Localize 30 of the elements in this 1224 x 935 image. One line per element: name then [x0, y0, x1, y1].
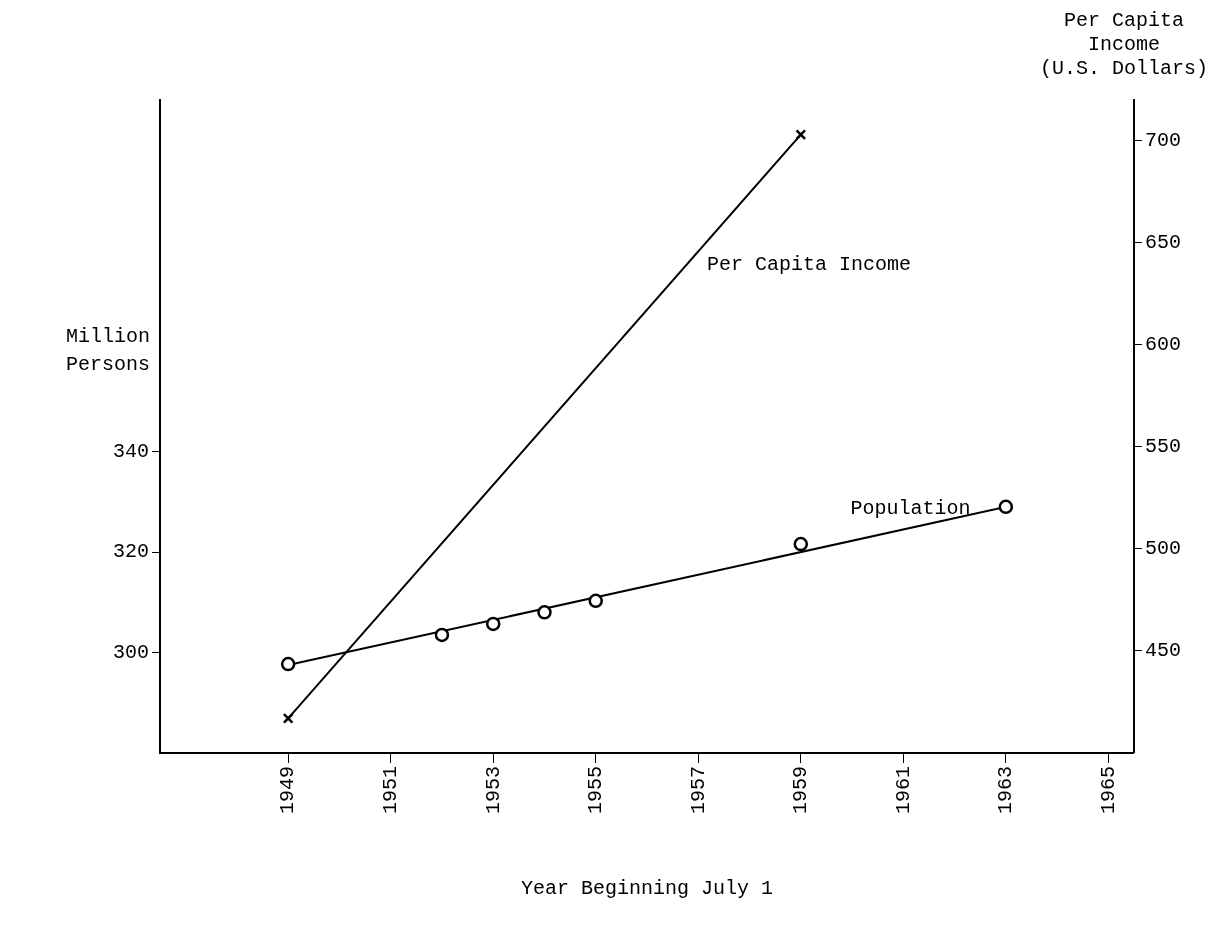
point	[485, 616, 501, 632]
x-tick-label: 1965	[1096, 765, 1120, 815]
y-tick-label: 300	[112, 640, 150, 664]
x-tick-label: 1955	[584, 765, 608, 815]
x-tick-label: 1953	[481, 765, 505, 815]
series-label: Population	[850, 497, 971, 521]
point	[998, 499, 1014, 515]
y2-tick-label: 500	[1144, 537, 1182, 561]
y2-tick-label: 700	[1144, 129, 1182, 153]
y-tick-label: 340	[112, 439, 150, 463]
y-axis-title: Million Persons	[65, 324, 151, 376]
x-tick-label: 1951	[378, 765, 402, 815]
series-label: Per Capita Income	[707, 252, 912, 276]
x-tick-label: 1959	[789, 765, 813, 815]
y-tick-label: 320	[112, 540, 150, 564]
y2-tick-label: 650	[1144, 231, 1182, 255]
x-tick-label: 1949	[276, 765, 300, 815]
x-tick-label: 1963	[994, 765, 1018, 815]
point	[280, 656, 296, 672]
y2-tick-label: 550	[1144, 435, 1182, 459]
y2-tick-label: 450	[1144, 639, 1182, 663]
x-tick-label: 1961	[891, 765, 915, 815]
x-axis-title: Year Beginning July 1	[520, 877, 774, 901]
point	[434, 627, 450, 643]
x-tick-label: 1957	[686, 765, 710, 815]
y2-tick-label: 600	[1144, 333, 1182, 357]
point	[588, 593, 603, 609]
point	[537, 605, 552, 620]
point	[793, 536, 809, 552]
y2-axis-title: Per Capita Income (U.S. Dollars)	[1039, 9, 1209, 80]
